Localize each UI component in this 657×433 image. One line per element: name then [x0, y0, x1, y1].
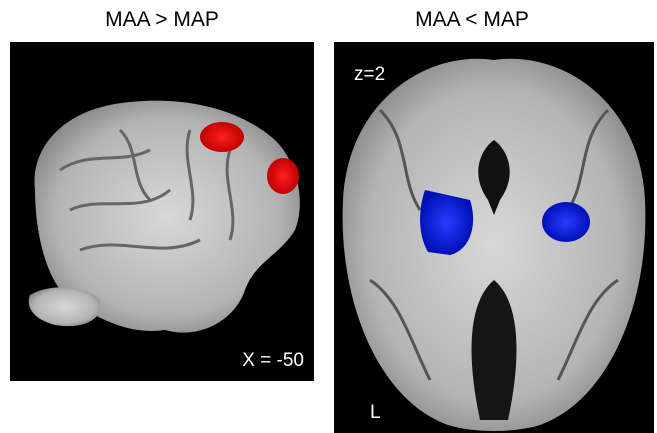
side-label: L [370, 402, 381, 423]
axial-panel: MAA < MAP z=2 L [334, 8, 654, 433]
activation [200, 122, 244, 152]
slice-label: z=2 [354, 64, 385, 85]
sagittal-panel: MAA > MAP X = -50 [10, 8, 314, 381]
figure: MAA > MAP X = -50 MAA < MAP z=2 L [0, 0, 657, 433]
panel-title: MAA > MAP [105, 8, 219, 31]
panel-title: MAA < MAP [415, 8, 529, 31]
slice-label: X = -50 [242, 350, 304, 371]
activation [267, 158, 299, 194]
activation [542, 202, 590, 242]
